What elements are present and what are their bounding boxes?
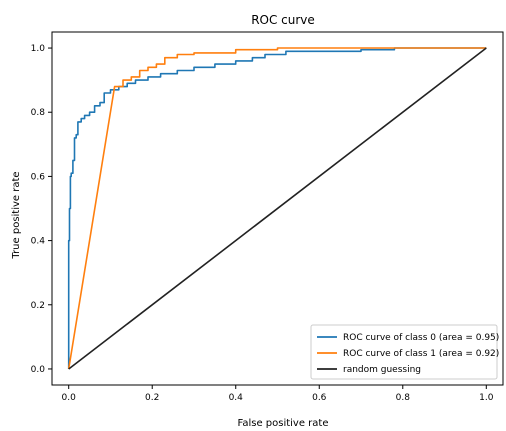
y-axis-label: True positive rate — [11, 171, 22, 259]
legend-entry: ROC curve of class 1 (area = 0.92) — [343, 349, 499, 359]
x-tick-label: 1.0 — [479, 393, 494, 403]
x-tick-label: 0.0 — [62, 393, 77, 403]
x-tick-label: 0.2 — [145, 393, 159, 403]
y-tick-label: 1.0 — [31, 44, 46, 54]
legend-box — [310, 324, 498, 380]
series-line-1 — [67, 47, 487, 370]
x-tick-label: 0.8 — [396, 393, 411, 403]
y-tick-label: 0.6 — [31, 172, 46, 182]
y-axis: 0.0 0.2 0.4 0.6 0.8 1.0 — [31, 44, 52, 375]
x-tick-label: 0.6 — [312, 393, 327, 403]
chart-title: ROC curve — [251, 13, 315, 27]
y-tick-label: 0.2 — [31, 301, 45, 311]
series-line-2 — [68, 47, 487, 370]
y-tick-label: 0.8 — [31, 108, 46, 118]
legend: ROC curve of class 0 (area = 0.95) ROC cu… — [310, 324, 499, 380]
x-tick-label: 0.4 — [229, 393, 244, 403]
x-axis-label: False positive rate — [238, 418, 329, 429]
series-layer — [67, 47, 487, 370]
y-tick-label: 0.0 — [31, 365, 46, 375]
legend-entry: ROC curve of class 0 (area = 0.95) — [343, 333, 499, 343]
x-axis: 0.0 0.2 0.4 0.6 0.8 1.0 — [62, 385, 494, 403]
legend-entry: random guessing — [343, 365, 421, 375]
y-tick-label: 0.4 — [31, 237, 46, 247]
